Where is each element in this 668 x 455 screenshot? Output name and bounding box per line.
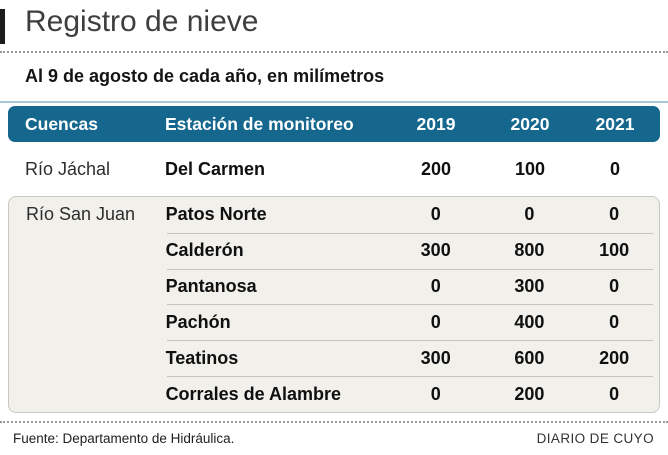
subtitle: Al 9 de agosto de cada año, en milímetro… xyxy=(25,66,385,86)
value-2021: 0 xyxy=(609,158,620,179)
station-label: Teatinos xyxy=(165,347,239,368)
station-label: Pantanosa xyxy=(165,276,257,297)
value-2021: 0 xyxy=(609,276,620,297)
value-2020: 0 xyxy=(524,204,535,225)
value-2019: 300 xyxy=(420,240,451,261)
table-row: Río San Juan Patos Norte 0 0 0 xyxy=(9,197,659,233)
table-row: Teatinos 300 600 200 xyxy=(9,340,659,376)
header-2021: 2021 xyxy=(595,113,635,134)
value-2021: 200 xyxy=(599,347,630,368)
value-2019: 200 xyxy=(420,158,452,179)
value-2021: 0 xyxy=(609,383,620,404)
value-2019: 0 xyxy=(430,383,441,404)
header-cuencas: Cuencas xyxy=(25,113,98,134)
station-label: Calderón xyxy=(165,240,244,261)
table-header-row: Cuencas Estación de monitoreo 2019 2020 … xyxy=(8,106,660,142)
value-2020: 100 xyxy=(514,158,546,179)
station-label: Corrales de Alambre xyxy=(165,383,341,404)
station-label: Pachón xyxy=(165,311,231,332)
dotted-rule-top xyxy=(0,51,668,53)
san-juan-group-panel: Río San Juan Patos Norte 0 0 0 Calderón … xyxy=(8,196,660,413)
cuenca-label: Río San Juan xyxy=(26,204,136,225)
station-label: Patos Norte xyxy=(165,204,267,225)
value-2020: 800 xyxy=(514,240,545,261)
title-accent-bar xyxy=(0,9,5,44)
publisher-name: DIARIO DE CUYO xyxy=(536,431,654,446)
header-2020: 2020 xyxy=(510,113,550,134)
header-station: Estación de monitoreo xyxy=(165,113,354,134)
value-2021: 0 xyxy=(609,204,620,225)
page-title: Registro de nieve xyxy=(25,5,259,38)
value-2020: 300 xyxy=(514,276,545,297)
source-credit: Fuente: Departamento de Hidráulica. xyxy=(13,431,235,446)
value-2019: 0 xyxy=(430,204,441,225)
value-2020: 600 xyxy=(514,347,545,368)
table-row: Calderón 300 800 100 xyxy=(9,232,659,269)
value-2020: 200 xyxy=(514,383,545,404)
table-row: Río Jáchal Del Carmen 200 100 0 xyxy=(8,142,660,196)
station-label: Del Carmen xyxy=(165,158,266,179)
cuenca-label: Río Jáchal xyxy=(25,158,111,179)
dotted-rule-bottom xyxy=(0,421,668,423)
value-2021: 100 xyxy=(599,240,630,261)
table-row: Pachón 0 400 0 xyxy=(9,304,659,340)
value-2019: 0 xyxy=(430,276,441,297)
table-row: Pantanosa 0 300 0 xyxy=(9,268,659,305)
header-top-rule xyxy=(0,101,668,103)
value-2019: 0 xyxy=(430,311,441,332)
value-2020: 400 xyxy=(514,311,545,332)
value-2021: 0 xyxy=(609,311,620,332)
value-2019: 300 xyxy=(420,347,451,368)
table-row: Corrales de Alambre 0 200 0 xyxy=(9,376,659,412)
header-2019: 2019 xyxy=(416,113,456,134)
